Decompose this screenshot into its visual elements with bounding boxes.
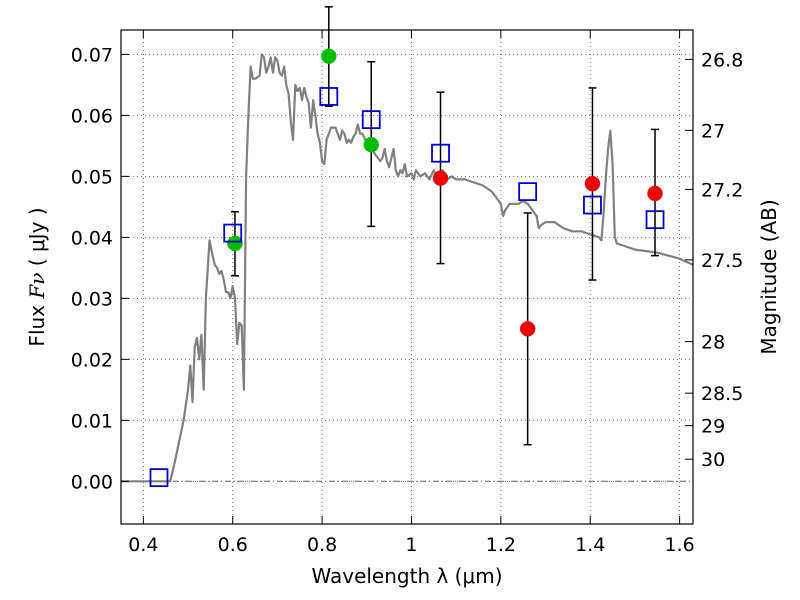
axis-ticks: 0.4 0.6 0.8 1 1.2 1.4 1.6 0.00 0.01 0.02 0.03 0.04 0… [71,30,743,556]
blue-square-marker [518,182,538,202]
y-tick-label: 0.00 [71,471,113,493]
x-tick-label: 1 [405,534,417,556]
mag-tick-label: 30 [701,449,725,471]
mag-tick-label: 27.5 [701,250,743,272]
y-tick-label: 0.05 [71,166,113,188]
blue-square-marker [645,210,665,230]
y-tick-label: 0.07 [71,44,113,66]
green-data-point [363,136,379,153]
red-data-point [432,170,449,186]
red-data-point [584,175,601,192]
y-axis-label-prefix: Flux [25,299,49,347]
green-data-point [227,235,243,252]
mag-tick-label: 28 [701,332,725,354]
x-tick-label: 1.2 [486,534,516,556]
model-spectrum-line [121,53,694,483]
y-tick-label: 0.04 [71,227,113,249]
mag-tick-label: 27 [701,120,725,142]
red-data-point [647,185,663,202]
blue-square-marker [319,87,339,106]
y-axis-label: Flux Fν ( μJy ) [25,207,49,346]
blue-square-marker [361,110,381,130]
x-tick-label: 0.8 [307,534,337,556]
mag-tick-label: 26.8 [701,49,743,71]
plot-frame [120,29,694,525]
red-data-point [519,321,536,337]
blue-square-marker [149,468,169,488]
y-axis-label-suffix: ( μJy ) [25,207,49,266]
y-tick-label: 0.06 [71,105,113,127]
blue-square-marker [223,223,243,243]
mag-tick-label: 28.5 [701,383,743,405]
mag-tick-label: 29 [701,416,725,438]
x-tick-label: 0.6 [218,534,248,556]
y-tick-label: 0.01 [71,410,113,432]
blue-square-marker [431,143,450,163]
x-tick-label: 1.4 [575,534,605,556]
mag-tick-label: 27.2 [701,179,743,201]
blue-square-marker [583,195,602,215]
y-tick-label: 0.02 [71,349,113,371]
x-tick-label: 0.4 [128,534,158,556]
y-tick-label: 0.03 [71,288,113,310]
plot-area [121,6,694,488]
y-axis-label-symbol: Fν [25,273,49,300]
x-axis-label: Wavelength λ (μm) [311,564,502,588]
x-tick-label: 1.6 [664,534,694,556]
right-axis-label: Magnitude (AB) [757,199,781,354]
green-data-point [321,48,337,64]
